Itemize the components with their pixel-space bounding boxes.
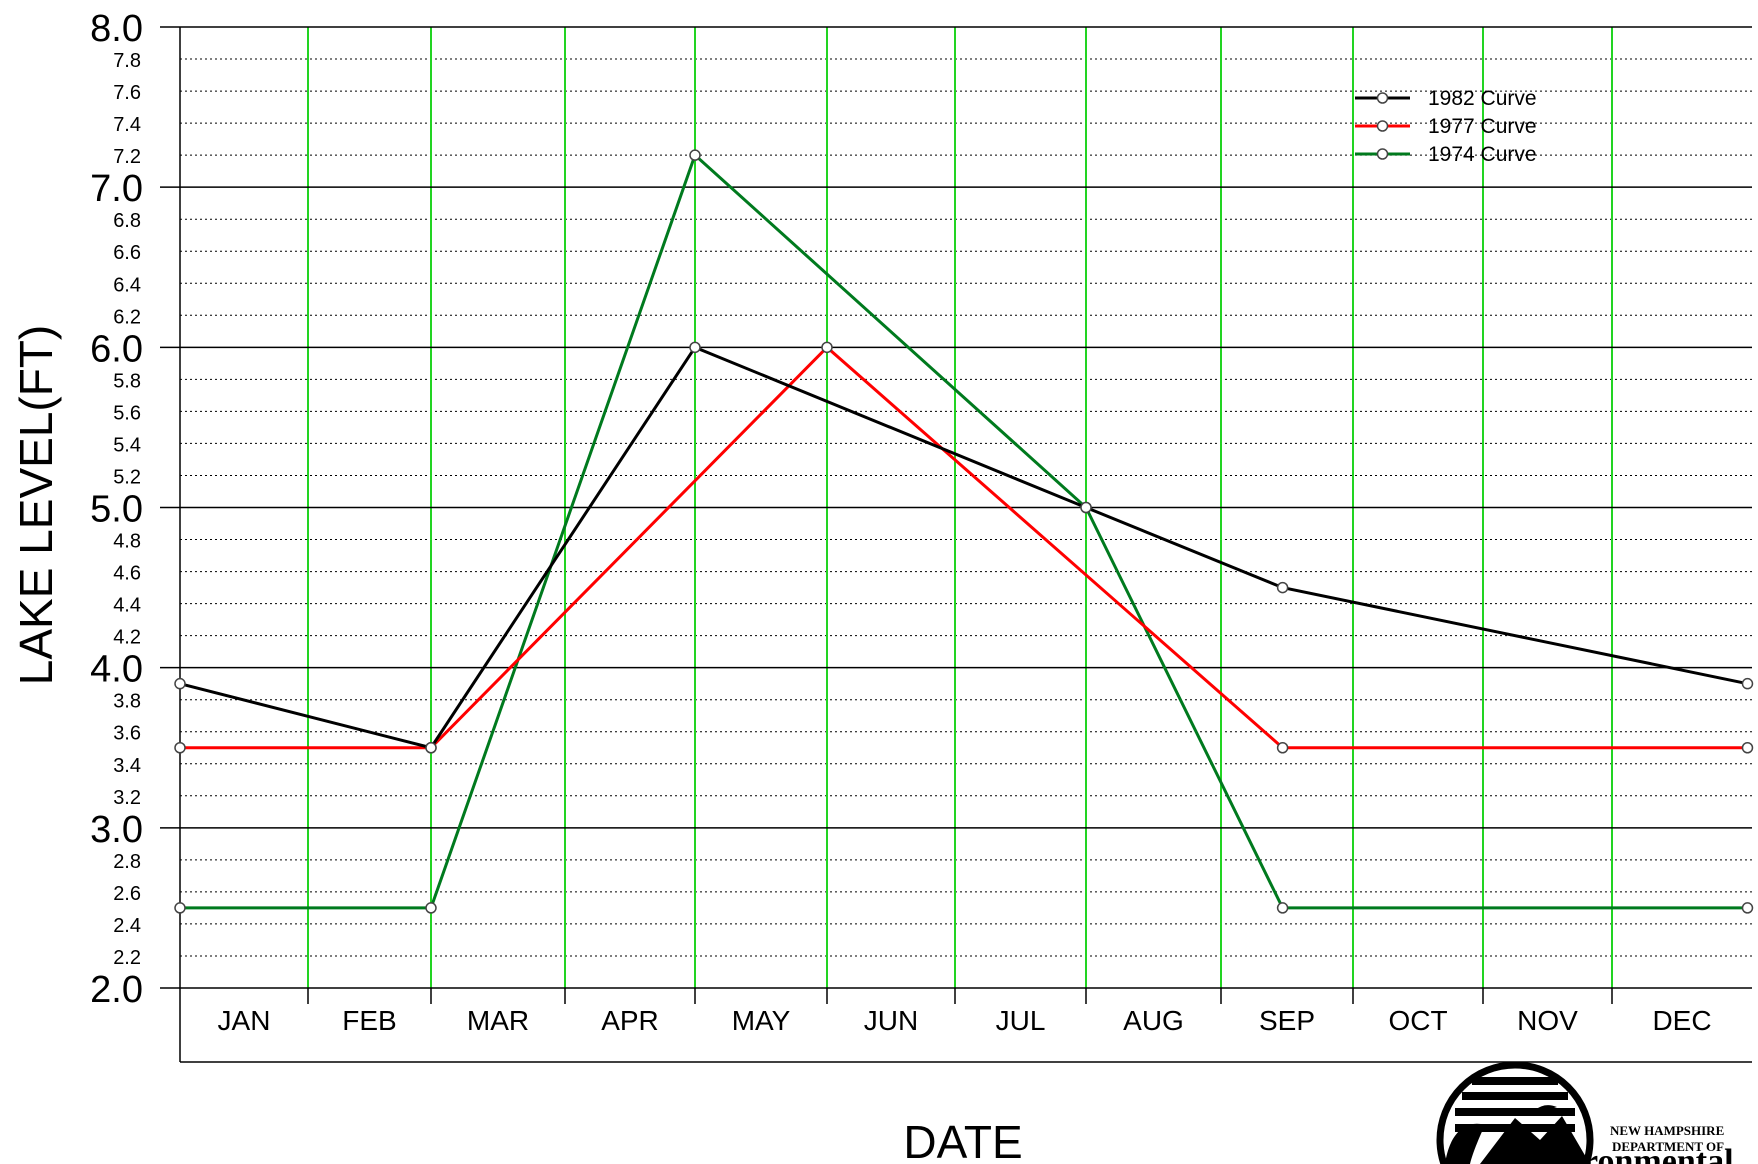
y-tick-label-minor: 4.4 bbox=[113, 595, 141, 617]
data-point bbox=[425, 742, 437, 754]
legend-label: 1982 Curve bbox=[1428, 87, 1537, 110]
data-point bbox=[689, 341, 701, 354]
y-tick-label-minor: 4.6 bbox=[113, 563, 141, 585]
x-tick-label: SEP bbox=[1259, 1005, 1315, 1036]
data-point bbox=[689, 149, 701, 161]
svg-text:DEPARTMENT OF: DEPARTMENT OF bbox=[1612, 1139, 1724, 1154]
y-tick-labels: 2.0 3.0 4.0 5.0 6.0 7.0 8.0 2.2 2.4 2.6 2.8 3.2 3.4 3… bbox=[90, 8, 143, 1011]
x-tick-label: NOV bbox=[1517, 1005, 1578, 1036]
y-tick-label-minor: 7.8 bbox=[113, 50, 141, 72]
legend-label: 1977 Curve bbox=[1428, 115, 1537, 138]
y-axis-label: LAKE LEVEL(FT) bbox=[10, 325, 62, 685]
y-tick-label-minor: 2.6 bbox=[113, 883, 141, 905]
y-tick-label-minor: 2.2 bbox=[113, 947, 141, 969]
data-point bbox=[821, 341, 833, 354]
y-tick-label-minor: 3.8 bbox=[113, 691, 141, 713]
y-tick-label-minor: 6.6 bbox=[113, 242, 141, 264]
data-point bbox=[1741, 677, 1754, 690]
x-tick-label: MAR bbox=[467, 1005, 529, 1036]
y-tick-label-major: 6.0 bbox=[90, 328, 143, 370]
legend: 1982 Curve 1977 Curve 1974 Curve bbox=[1355, 87, 1537, 166]
data-point bbox=[1276, 581, 1289, 594]
x-tick-label: DEC bbox=[1652, 1005, 1711, 1036]
y-tick-label-major: 2.0 bbox=[90, 969, 143, 1011]
data-point bbox=[1276, 902, 1289, 914]
x-tick-label: JAN bbox=[218, 1005, 271, 1036]
y-tick-label-major: 5.0 bbox=[90, 489, 143, 531]
data-point bbox=[425, 902, 437, 914]
y-tick-label-minor: 6.4 bbox=[113, 274, 141, 296]
y-tick-label-minor: 4.8 bbox=[113, 531, 141, 553]
y-tick-label-minor: 4.2 bbox=[113, 627, 141, 649]
data-point bbox=[1741, 742, 1754, 754]
series-line bbox=[180, 152, 1748, 910]
series-line bbox=[179, 345, 1748, 750]
y-tick-label-minor: 6.2 bbox=[113, 306, 141, 328]
x-tick-label: OCT bbox=[1388, 1005, 1447, 1036]
y-tick-label-minor: 2.4 bbox=[113, 915, 141, 937]
x-tick-label: MAY bbox=[732, 1005, 791, 1036]
y-tick-label-minor: 7.6 bbox=[113, 82, 141, 104]
legend-marker bbox=[1376, 120, 1389, 132]
x-tick-label: APR bbox=[601, 1005, 659, 1036]
x-tick-labels: JAN FEB MAR APR MAY JUN JUL AUG SEP OCT NOV DEC bbox=[218, 1005, 1712, 1036]
y-tick-label-minor: 2.8 bbox=[113, 851, 141, 873]
data-point bbox=[174, 742, 186, 754]
data-point bbox=[174, 902, 186, 914]
svg-text:Environmental: Environmental bbox=[1515, 1143, 1734, 1164]
svg-text:NEW HAMPSHIRE: NEW HAMPSHIRE bbox=[1610, 1123, 1724, 1138]
y-tick-label-minor: 6.8 bbox=[113, 210, 141, 232]
data-point bbox=[1080, 501, 1092, 514]
y-tick-label-major: 4.0 bbox=[90, 649, 143, 691]
y-tick-label-minor: 3.4 bbox=[113, 755, 141, 777]
y-tick-label-minor: 5.4 bbox=[113, 434, 141, 456]
y-tick-label-major: 7.0 bbox=[90, 168, 143, 210]
data-point bbox=[1276, 742, 1289, 754]
data-point bbox=[174, 677, 186, 690]
legend-marker bbox=[1376, 92, 1389, 104]
y-tick-label-minor: 7.4 bbox=[113, 114, 141, 136]
grid bbox=[160, 26, 1752, 1004]
axes bbox=[179, 27, 1752, 1063]
legend-marker bbox=[1376, 148, 1389, 160]
series-lines bbox=[174, 149, 1754, 914]
data-point bbox=[1741, 902, 1754, 914]
series-line bbox=[180, 345, 1748, 750]
y-tick-label-major: 3.0 bbox=[90, 809, 143, 851]
x-tick-label: JUN bbox=[864, 1005, 918, 1036]
x-tick-label: JUL bbox=[996, 1005, 1046, 1036]
y-tick-label-major: 8.0 bbox=[90, 8, 143, 50]
y-tick-label-minor: 5.6 bbox=[113, 402, 141, 424]
y-tick-label-minor: 3.2 bbox=[113, 787, 141, 809]
x-tick-label: FEB bbox=[342, 1005, 396, 1036]
x-tick-label: AUG bbox=[1123, 1005, 1184, 1036]
y-tick-label-minor: 3.6 bbox=[113, 723, 141, 745]
y-tick-label-minor: 5.8 bbox=[113, 370, 141, 392]
x-axis-label: DATE bbox=[903, 1116, 1022, 1164]
legend-label: 1974 Curve bbox=[1428, 143, 1537, 166]
nh-des-logo-icon: NEW HAMPSHIRE DEPARTMENT OF Environmenta… bbox=[1436, 1061, 1734, 1164]
y-tick-label-minor: 7.2 bbox=[113, 146, 141, 168]
y-tick-label-minor: 5.2 bbox=[113, 466, 141, 488]
